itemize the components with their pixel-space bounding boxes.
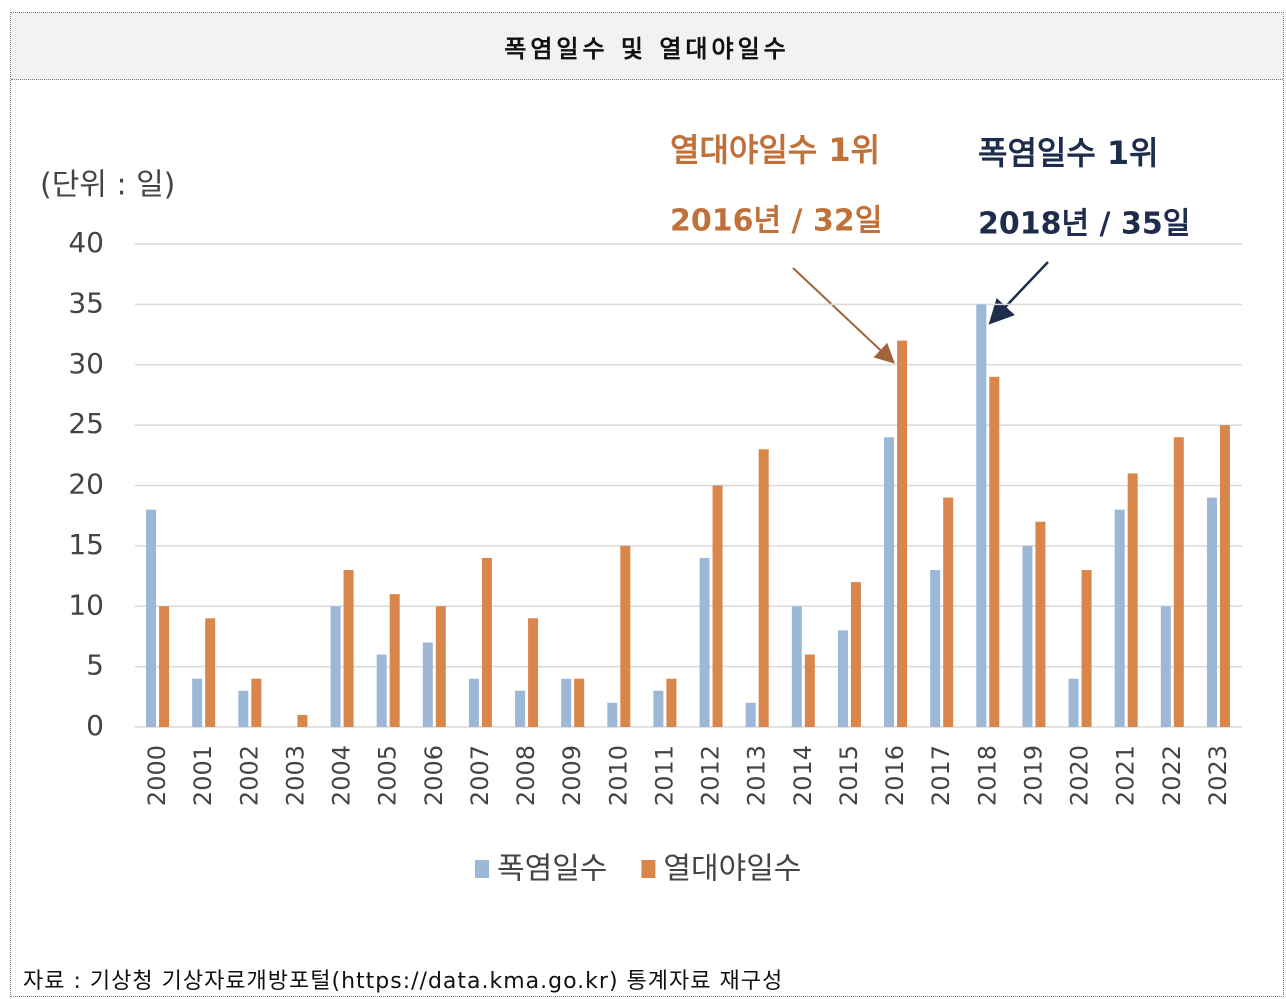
bar [1114,509,1125,727]
x-tick-label: 2022 [1158,745,1186,806]
bar [930,570,941,727]
y-tick-label: 20 [68,468,104,501]
bar [943,497,954,727]
x-tick-label: 2023 [1204,745,1232,806]
bar [850,582,861,727]
y-tick-label: 0 [86,709,104,742]
bar [884,437,895,727]
bar [1173,437,1184,727]
bar [481,557,492,727]
x-tick-label: 2013 [743,745,771,806]
x-tick-label: 2016 [881,745,909,806]
y-tick-label: 30 [68,347,104,380]
bar [330,606,341,727]
x-tick-label: 2020 [1066,745,1094,806]
bar [515,690,526,727]
legend-label: 열대야일수 [663,852,801,887]
x-tick-label: 2019 [1019,745,1047,806]
legend-swatch [641,860,656,878]
y-tick-label: 10 [68,588,104,621]
bar [1206,497,1217,727]
x-tick-label: 2001 [189,745,217,806]
bar [712,485,723,727]
x-tick-label: 2003 [281,745,309,806]
x-tick-label: 2011 [650,745,678,806]
x-tick-label: 2008 [512,745,540,806]
bar [1160,606,1171,727]
x-tick-label: 2006 [420,745,448,806]
x-tick-label: 2002 [235,745,263,806]
y-axis-label: (단위 : 일) [40,168,175,203]
bar [422,642,433,727]
bar [804,654,815,727]
bar [205,618,216,727]
legend-label: 폭염일수 [497,852,607,887]
annotation: 2016년 / 32일 [670,204,882,239]
y-tick-label: 5 [86,649,104,682]
bar [343,570,354,727]
x-tick-label: 2005 [374,745,402,806]
bar [528,618,539,727]
bar [389,594,400,727]
x-tick-label: 2000 [143,745,171,806]
annotation: 열대야일수 1위 [670,131,880,169]
bar [146,509,157,727]
y-tick-label: 15 [68,528,104,561]
bar [435,606,446,727]
x-tick-label: 2012 [697,745,725,806]
x-tick-label: 2010 [604,745,632,806]
bar [666,678,677,727]
bar [468,678,479,727]
x-tick-label: 2015 [835,745,863,806]
bar [561,678,572,727]
x-tick-label: 2017 [927,745,955,806]
annotation: 폭염일수 1위 [978,134,1159,172]
bar [376,654,387,727]
header-title: 폭염일수 및 열대야일수 [11,13,1283,80]
bar [251,678,262,727]
bar [976,304,987,727]
x-tick-label: 2004 [328,745,356,806]
bar [989,376,1000,727]
x-tick-label: 2007 [466,745,494,806]
bar [574,678,585,727]
bar [607,702,618,727]
arrow [792,267,895,364]
arrow [988,261,1049,325]
footer-source: 자료 : 기상청 기상자료개방포털(https://data.kma.go.kr… [23,969,784,994]
bar [837,630,848,727]
x-tick-label: 2014 [789,745,817,806]
x-tick-label: 2009 [558,745,586,806]
bar [1127,473,1138,727]
y-tick-label: 25 [68,407,104,440]
bar [1022,545,1033,727]
bar [1081,570,1092,727]
bar [1068,678,1079,727]
bar [159,606,170,727]
bar [620,545,631,727]
y-tick-label: 35 [68,286,104,319]
y-tick-label: 40 [68,226,104,259]
bar [238,690,249,727]
bar [699,557,710,727]
x-tick-label: 2021 [1112,745,1140,806]
bar [1035,521,1046,727]
bar [1219,425,1230,727]
bar [745,702,756,727]
bar [653,690,664,727]
bar [897,340,908,727]
frame: 폭염일수 및 열대야일수 자료 : 기상청 기상자료개방포털(https://d… [10,12,1284,997]
bar [758,449,769,727]
bar [192,678,203,727]
bar [297,714,308,727]
x-tick-label: 2018 [973,745,1001,806]
bar [791,606,802,727]
annotation: 2018년 / 35일 [978,207,1190,242]
legend-swatch [475,860,489,878]
